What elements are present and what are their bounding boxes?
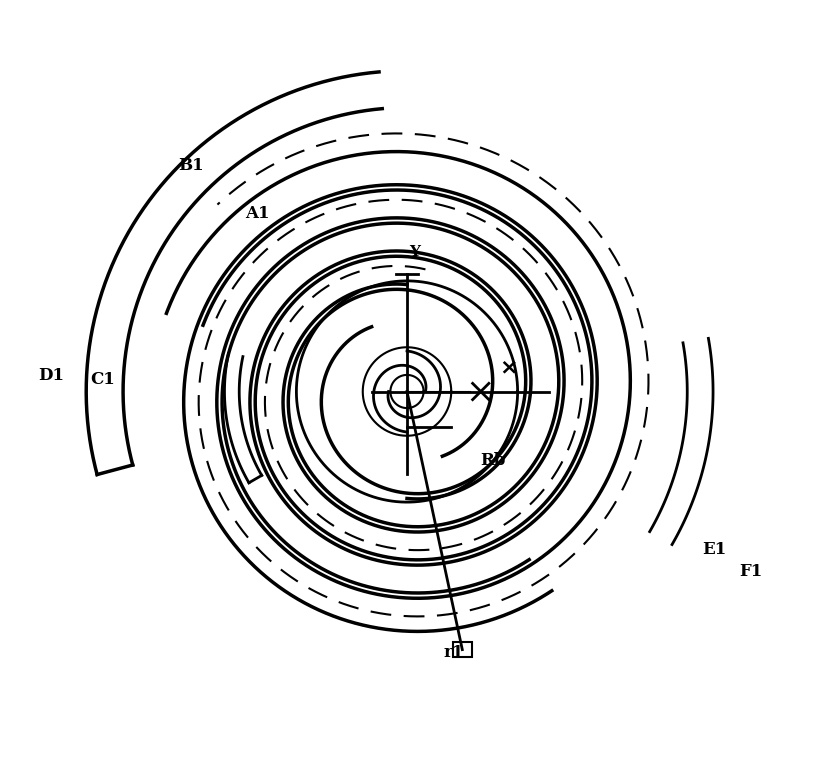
- Text: D1: D1: [38, 367, 64, 384]
- Text: E1: E1: [702, 541, 726, 557]
- Text: ×: ×: [499, 357, 518, 377]
- Text: Rb: Rb: [481, 453, 506, 469]
- Text: C1: C1: [90, 371, 115, 388]
- Text: A1: A1: [245, 205, 269, 222]
- Bar: [453, 642, 471, 657]
- Text: r1: r1: [444, 644, 464, 661]
- Text: B1: B1: [178, 157, 204, 175]
- Text: F1: F1: [739, 563, 762, 580]
- Text: Y: Y: [409, 245, 420, 258]
